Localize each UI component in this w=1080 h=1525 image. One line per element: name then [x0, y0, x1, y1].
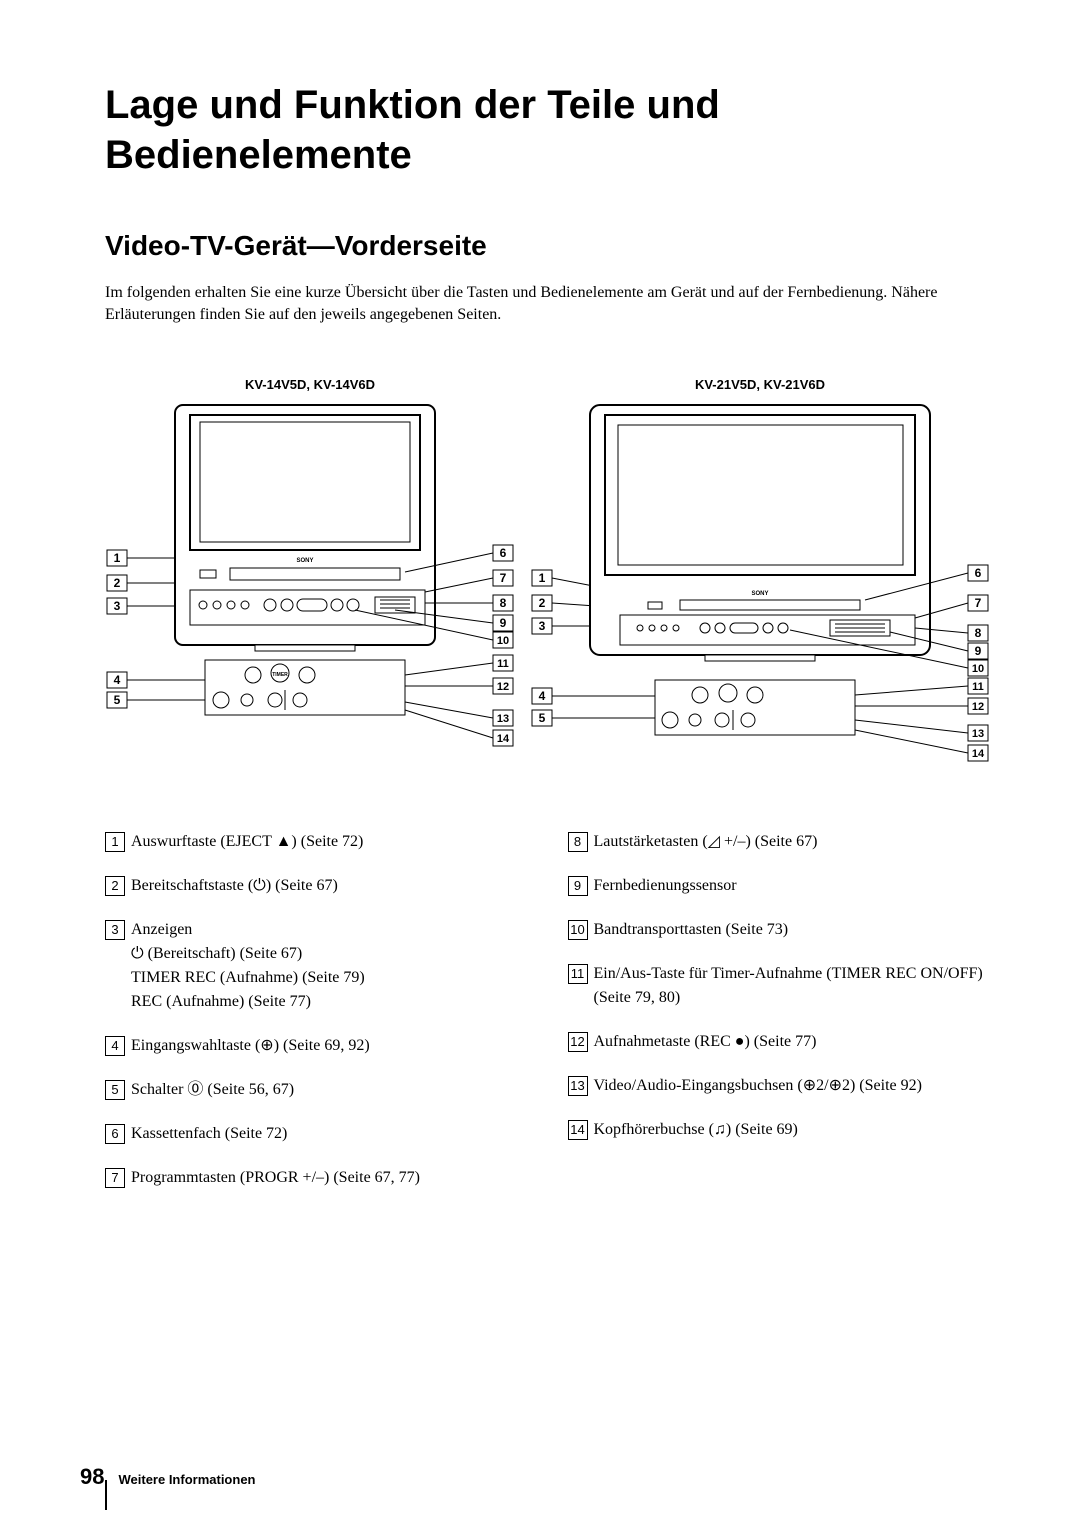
diagram-row: KV-14V5D, KV-14V6D 1 2 3 4 5 SONY [105, 377, 990, 770]
svg-text:8: 8 [975, 626, 982, 640]
legend-item-text: Anzeigen⏻ (Bereitschaft) (Seite 67)TIMER… [131, 918, 365, 1014]
svg-text:6: 6 [975, 566, 982, 580]
svg-text:14: 14 [497, 733, 510, 745]
diagram-right-label: KV-21V5D, KV-21V6D [695, 377, 825, 392]
legend-number-box: 13 [568, 1076, 588, 1096]
legend-item-text: Lautstärketasten (◿ +/–) (Seite 67) [594, 830, 818, 854]
legend-item-text: Programmtasten (PROGR +/–) (Seite 67, 77… [131, 1166, 420, 1190]
legend-item: 5 Schalter ⓪ (Seite 56, 67) [105, 1078, 528, 1102]
svg-text:12: 12 [972, 701, 984, 713]
svg-text:9: 9 [500, 616, 507, 630]
legend-right-column: 8 Lautstärketasten (◿ +/–) (Seite 67) 9 Fer… [568, 830, 991, 1210]
legend-number-box: 8 [568, 832, 588, 852]
footer-divider [105, 1480, 107, 1510]
legend-number-box: 2 [105, 876, 125, 896]
legend-number-box: 7 [105, 1168, 125, 1188]
legend-item-text: Eingangswahltaste (⊕) (Seite 69, 92) [131, 1034, 370, 1058]
svg-text:2: 2 [114, 576, 121, 590]
svg-text:9: 9 [975, 644, 982, 658]
svg-text:12: 12 [497, 681, 509, 693]
svg-text:13: 13 [497, 713, 509, 725]
legend-item: 1 Auswurftaste (EJECT ▲) (Seite 72) [105, 830, 528, 854]
legend-number-box: 6 [105, 1124, 125, 1144]
legend-item: 12 Aufnahmetaste (REC ●) (Seite 77) [568, 1030, 991, 1054]
svg-text:2: 2 [539, 596, 546, 610]
svg-text:SONY: SONY [751, 591, 768, 597]
svg-text:1: 1 [539, 571, 546, 585]
svg-text:SONY: SONY [296, 558, 313, 564]
svg-text:10: 10 [972, 663, 984, 675]
svg-text:14: 14 [972, 748, 985, 760]
page-number: 98 [80, 1464, 104, 1490]
legend-item: 2 Bereitschaftstaste (⏻) (Seite 67) [105, 874, 528, 898]
legend-item-text: Fernbedienungssensor [594, 874, 737, 898]
svg-text:7: 7 [975, 596, 982, 610]
legend-item-text: Video/Audio-Eingangsbuchsen (⊕2/⊕2) (Sei… [594, 1074, 922, 1098]
diagram-left: KV-14V5D, KV-14V6D 1 2 3 4 5 SONY [105, 377, 515, 770]
legend-item-text: Kopfhörerbuchse (♫) (Seite 69) [594, 1118, 798, 1142]
svg-text:5: 5 [539, 711, 546, 725]
legend-item-text: Kassettenfach (Seite 72) [131, 1122, 287, 1146]
legend-number-box: 10 [568, 920, 588, 940]
svg-text:11: 11 [497, 658, 509, 670]
svg-text:8: 8 [500, 596, 507, 610]
svg-text:6: 6 [500, 546, 507, 560]
legend-item: 9 Fernbedienungssensor [568, 874, 991, 898]
page-title: Lage und Funktion der Teile und Bedienel… [105, 80, 990, 180]
legend-item: 14 Kopfhörerbuchse (♫) (Seite 69) [568, 1118, 991, 1142]
callout-5: 5 [107, 692, 220, 708]
svg-text:3: 3 [114, 599, 121, 613]
legend-item-text: Schalter ⓪ (Seite 56, 67) [131, 1078, 294, 1102]
legend-item-text: Ein/Aus-Taste für Timer-Aufnahme (TIMER … [594, 962, 991, 1010]
tv-front-diagram-large: 1 2 3 4 5 SONY [530, 400, 990, 770]
legend-number-box: 14 [568, 1120, 588, 1140]
legend-item: 4 Eingangswahltaste (⊕) (Seite 69, 92) [105, 1034, 528, 1058]
intro-paragraph: Im folgenden erhalten Sie eine kurze Übe… [105, 282, 990, 327]
legend-item: 6 Kassettenfach (Seite 72) [105, 1122, 528, 1146]
legend-left-column: 1 Auswurftaste (EJECT ▲) (Seite 72) 2 Berei… [105, 830, 528, 1210]
legend-number-box: 4 [105, 1036, 125, 1056]
svg-text:4: 4 [539, 689, 546, 703]
diagram-left-label: KV-14V5D, KV-14V6D [245, 377, 375, 392]
legend-subline: TIMER REC (Aufnahme) (Seite 79) [131, 966, 365, 990]
legend-item: 8 Lautstärketasten (◿ +/–) (Seite 67) [568, 830, 991, 854]
section-subtitle: Video-TV-Gerät—Vorderseite [105, 230, 990, 262]
svg-text:5: 5 [114, 693, 121, 707]
legend-item: 7 Programmtasten (PROGR +/–) (Seite 67, 7… [105, 1166, 528, 1190]
legend-item-text: Auswurftaste (EJECT ▲) (Seite 72) [131, 830, 363, 854]
svg-text:7: 7 [500, 571, 507, 585]
legend-item: 11 Ein/Aus-Taste für Timer-Aufnahme (TIME… [568, 962, 991, 1010]
legend-number-box: 3 [105, 920, 125, 940]
legend-number-box: 11 [568, 964, 588, 984]
svg-text:4: 4 [114, 673, 121, 687]
tv-front-diagram-small: 1 2 3 4 5 SONY [105, 400, 515, 770]
legend-number-box: 1 [105, 832, 125, 852]
svg-text:13: 13 [972, 728, 984, 740]
svg-text:TIMER: TIMER [272, 672, 288, 678]
legend-subline: ⏻ (Bereitschaft) (Seite 67) [131, 942, 365, 966]
diagram-right: KV-21V5D, KV-21V6D 1 2 3 4 5 SONY [530, 377, 990, 770]
legend-number-box: 12 [568, 1032, 588, 1052]
footer-section-name: Weitere Informationen [118, 1472, 255, 1487]
svg-text:1: 1 [114, 551, 121, 565]
legend-number-box: 5 [105, 1080, 125, 1100]
svg-text:10: 10 [497, 635, 509, 647]
svg-text:11: 11 [972, 681, 984, 693]
legend-item: 10 Bandtransporttasten (Seite 73) [568, 918, 991, 942]
legend-item: 3 Anzeigen⏻ (Bereitschaft) (Seite 67)TIME… [105, 918, 528, 1014]
legend-item-text: Bereitschaftstaste (⏻) (Seite 67) [131, 874, 338, 898]
legend-item-text: Bandtransporttasten (Seite 73) [594, 918, 789, 942]
legend-number-box: 9 [568, 876, 588, 896]
legend-columns: 1 Auswurftaste (EJECT ▲) (Seite 72) 2 Berei… [105, 830, 990, 1210]
legend-item: 13 Video/Audio-Eingangsbuchsen (⊕2/⊕2) (S… [568, 1074, 991, 1098]
svg-text:3: 3 [539, 619, 546, 633]
legend-item-text: Aufnahmetaste (REC ●) (Seite 77) [594, 1030, 817, 1054]
legend-subline: REC (Aufnahme) (Seite 77) [131, 990, 365, 1014]
callout-1: 1 [107, 550, 175, 566]
